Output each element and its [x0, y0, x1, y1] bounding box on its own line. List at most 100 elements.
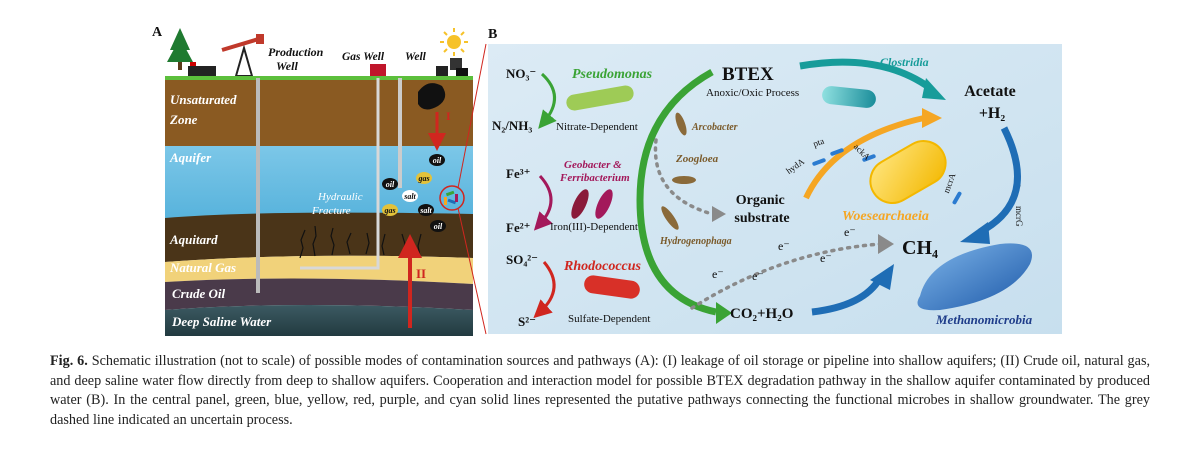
gene-mcrg: mcrG [1014, 206, 1024, 227]
grey-arrowhead-ch4 [878, 234, 894, 254]
blue-arrowhead-co2 [870, 264, 894, 290]
well-pipe [398, 78, 402, 188]
yellow-arrowhead [922, 108, 942, 128]
pseudomonas-label: Pseudomonas [572, 67, 653, 82]
co2-label: CO₂+H₂O [730, 306, 793, 322]
hydraulic-line1: Hydraulic [317, 191, 363, 203]
woesearchaeia-cell [869, 140, 947, 204]
gene-pta: pta [812, 136, 826, 149]
electron-label: e⁻ [820, 251, 832, 265]
natural-gas-label: Natural Gas [169, 260, 236, 275]
electron-label: e⁻ [778, 239, 790, 253]
zoom-circle [439, 185, 465, 211]
geobacter-line2: Ferribacterium [559, 172, 630, 184]
panel-b: B NO₃⁻ N₂/NH₃ Pseudomonas Nitrate-Depend… [488, 27, 1062, 334]
deep-saline-layer [165, 305, 473, 336]
gas-well-label: Gas Well [342, 51, 385, 63]
ch4-label: CH₄ [902, 237, 938, 259]
natural-gas-layer [165, 255, 473, 284]
marker-i: I [446, 109, 451, 123]
contaminant-blobs: oil gas oil salt gas salt oil [382, 154, 446, 232]
blue-pathway-co2 [811, 276, 884, 316]
yellow-pathway-arc [803, 115, 925, 200]
no3-label: NO₃⁻ [506, 66, 536, 81]
green-pathway-arc [636, 68, 717, 316]
hydraulic-line2: Fracture [311, 205, 351, 217]
gas-well-icon [370, 64, 386, 76]
arcobacter-label: Arcobacter [691, 122, 738, 133]
ferribacterium-cell [595, 189, 613, 219]
production-well-line1: Production [268, 45, 324, 59]
unsaturated-line1: Unsaturated [170, 92, 237, 107]
acetate-line2: +H₂ [979, 105, 1006, 122]
zoom-connector-top [457, 43, 487, 189]
production-well-pipe [256, 78, 260, 293]
electron-label: e⁻ [844, 225, 856, 239]
caption-label: Fig. 6. [50, 353, 88, 369]
btex-label: BTEX [722, 64, 774, 85]
methanomicrobia-cell [917, 243, 1032, 311]
geobacter-cell [571, 189, 589, 219]
electron-labels: e⁻ e⁻ e⁻ e⁻ e⁻ [712, 225, 856, 283]
blob-label: gas [383, 206, 395, 215]
blob-label: oil [386, 180, 395, 189]
organic-substrate-label: Organic substrate [734, 193, 789, 226]
well-label: Well [405, 51, 427, 63]
btex-subtitle: Anoxic/Oxic Process [706, 87, 799, 99]
blob-label: salt [419, 206, 432, 215]
zoogloea-label: Zoogloea [675, 153, 719, 165]
clostridia-cell [822, 86, 876, 108]
grass-layer [165, 76, 473, 80]
blob-label: salt [403, 192, 416, 201]
grey-dashed-organic [653, 138, 714, 216]
nitrate-arrow [538, 72, 557, 129]
hydrogenophaga-label: Hydrogenophaga [659, 236, 732, 247]
acetate-line1: Acetate [964, 83, 1016, 100]
methanomicrobia-label: Methanomicrobia [935, 312, 1033, 327]
electron-label: e⁻ [752, 269, 764, 283]
marker-ii: II [416, 266, 426, 281]
zoom-connector-bottom [457, 207, 487, 335]
so4-label: SO₄²⁻ [506, 252, 538, 267]
small-microbes [661, 112, 696, 230]
aquifer-label: Aquifer [169, 150, 212, 165]
hydraulic-fracture-label: Hydraulic Fracture [311, 191, 365, 217]
sulfate-arrow [533, 261, 556, 319]
blue-pathway-acetate [978, 126, 1021, 236]
oil-barrels-icon [436, 58, 468, 78]
fe3-label: Fe³⁺ [506, 166, 530, 181]
pumpjack-icon [221, 34, 264, 77]
crude-oil-layer [165, 278, 473, 310]
electron-label: e⁻ [712, 267, 724, 281]
geobacter-label: Geobacter & Ferribacterium [559, 159, 630, 184]
blob-label: oil [434, 222, 443, 231]
fe2-label: Fe²⁺ [506, 220, 530, 235]
caption-text: Schematic illustration (not to scale) of… [50, 353, 1151, 428]
blue-arrowhead-acetate [960, 222, 990, 244]
production-well-label: Production Well [268, 45, 326, 73]
aquitard-layer [165, 212, 473, 262]
blob-label: gas [417, 174, 429, 183]
iron-dependent-label: Iron(III)-Dependent [550, 221, 638, 233]
iron-arrow [533, 174, 553, 231]
organic-line1: Organic [736, 193, 785, 208]
deep-saline-label: Deep Saline Water [171, 314, 272, 329]
panel-a: A [152, 25, 473, 336]
oil-tank-icon [188, 62, 216, 78]
oil-leak-blob [418, 83, 446, 110]
rhodococcus-cell [584, 275, 640, 299]
figure-caption: Fig. 6. Schematic illustration (not to s… [50, 352, 1150, 430]
tree-icon [167, 28, 193, 70]
gas-well-pipe [300, 78, 380, 270]
panel-a-label: A [152, 25, 163, 40]
rhodococcus-label: Rhodococcus [563, 259, 642, 274]
sulfate-dependent-label: Sulfate-Dependent [568, 313, 650, 325]
blob-label: oil [433, 156, 442, 165]
pseudomonas-cell [566, 85, 634, 111]
zoom-microbes [444, 190, 458, 205]
crude-oil-label: Crude Oil [172, 286, 225, 301]
cyan-pathway-arc [799, 58, 933, 91]
green-arrowhead [716, 302, 732, 324]
production-well-line2: Well [276, 59, 298, 73]
geobacter-line1: Geobacter & [564, 159, 622, 171]
